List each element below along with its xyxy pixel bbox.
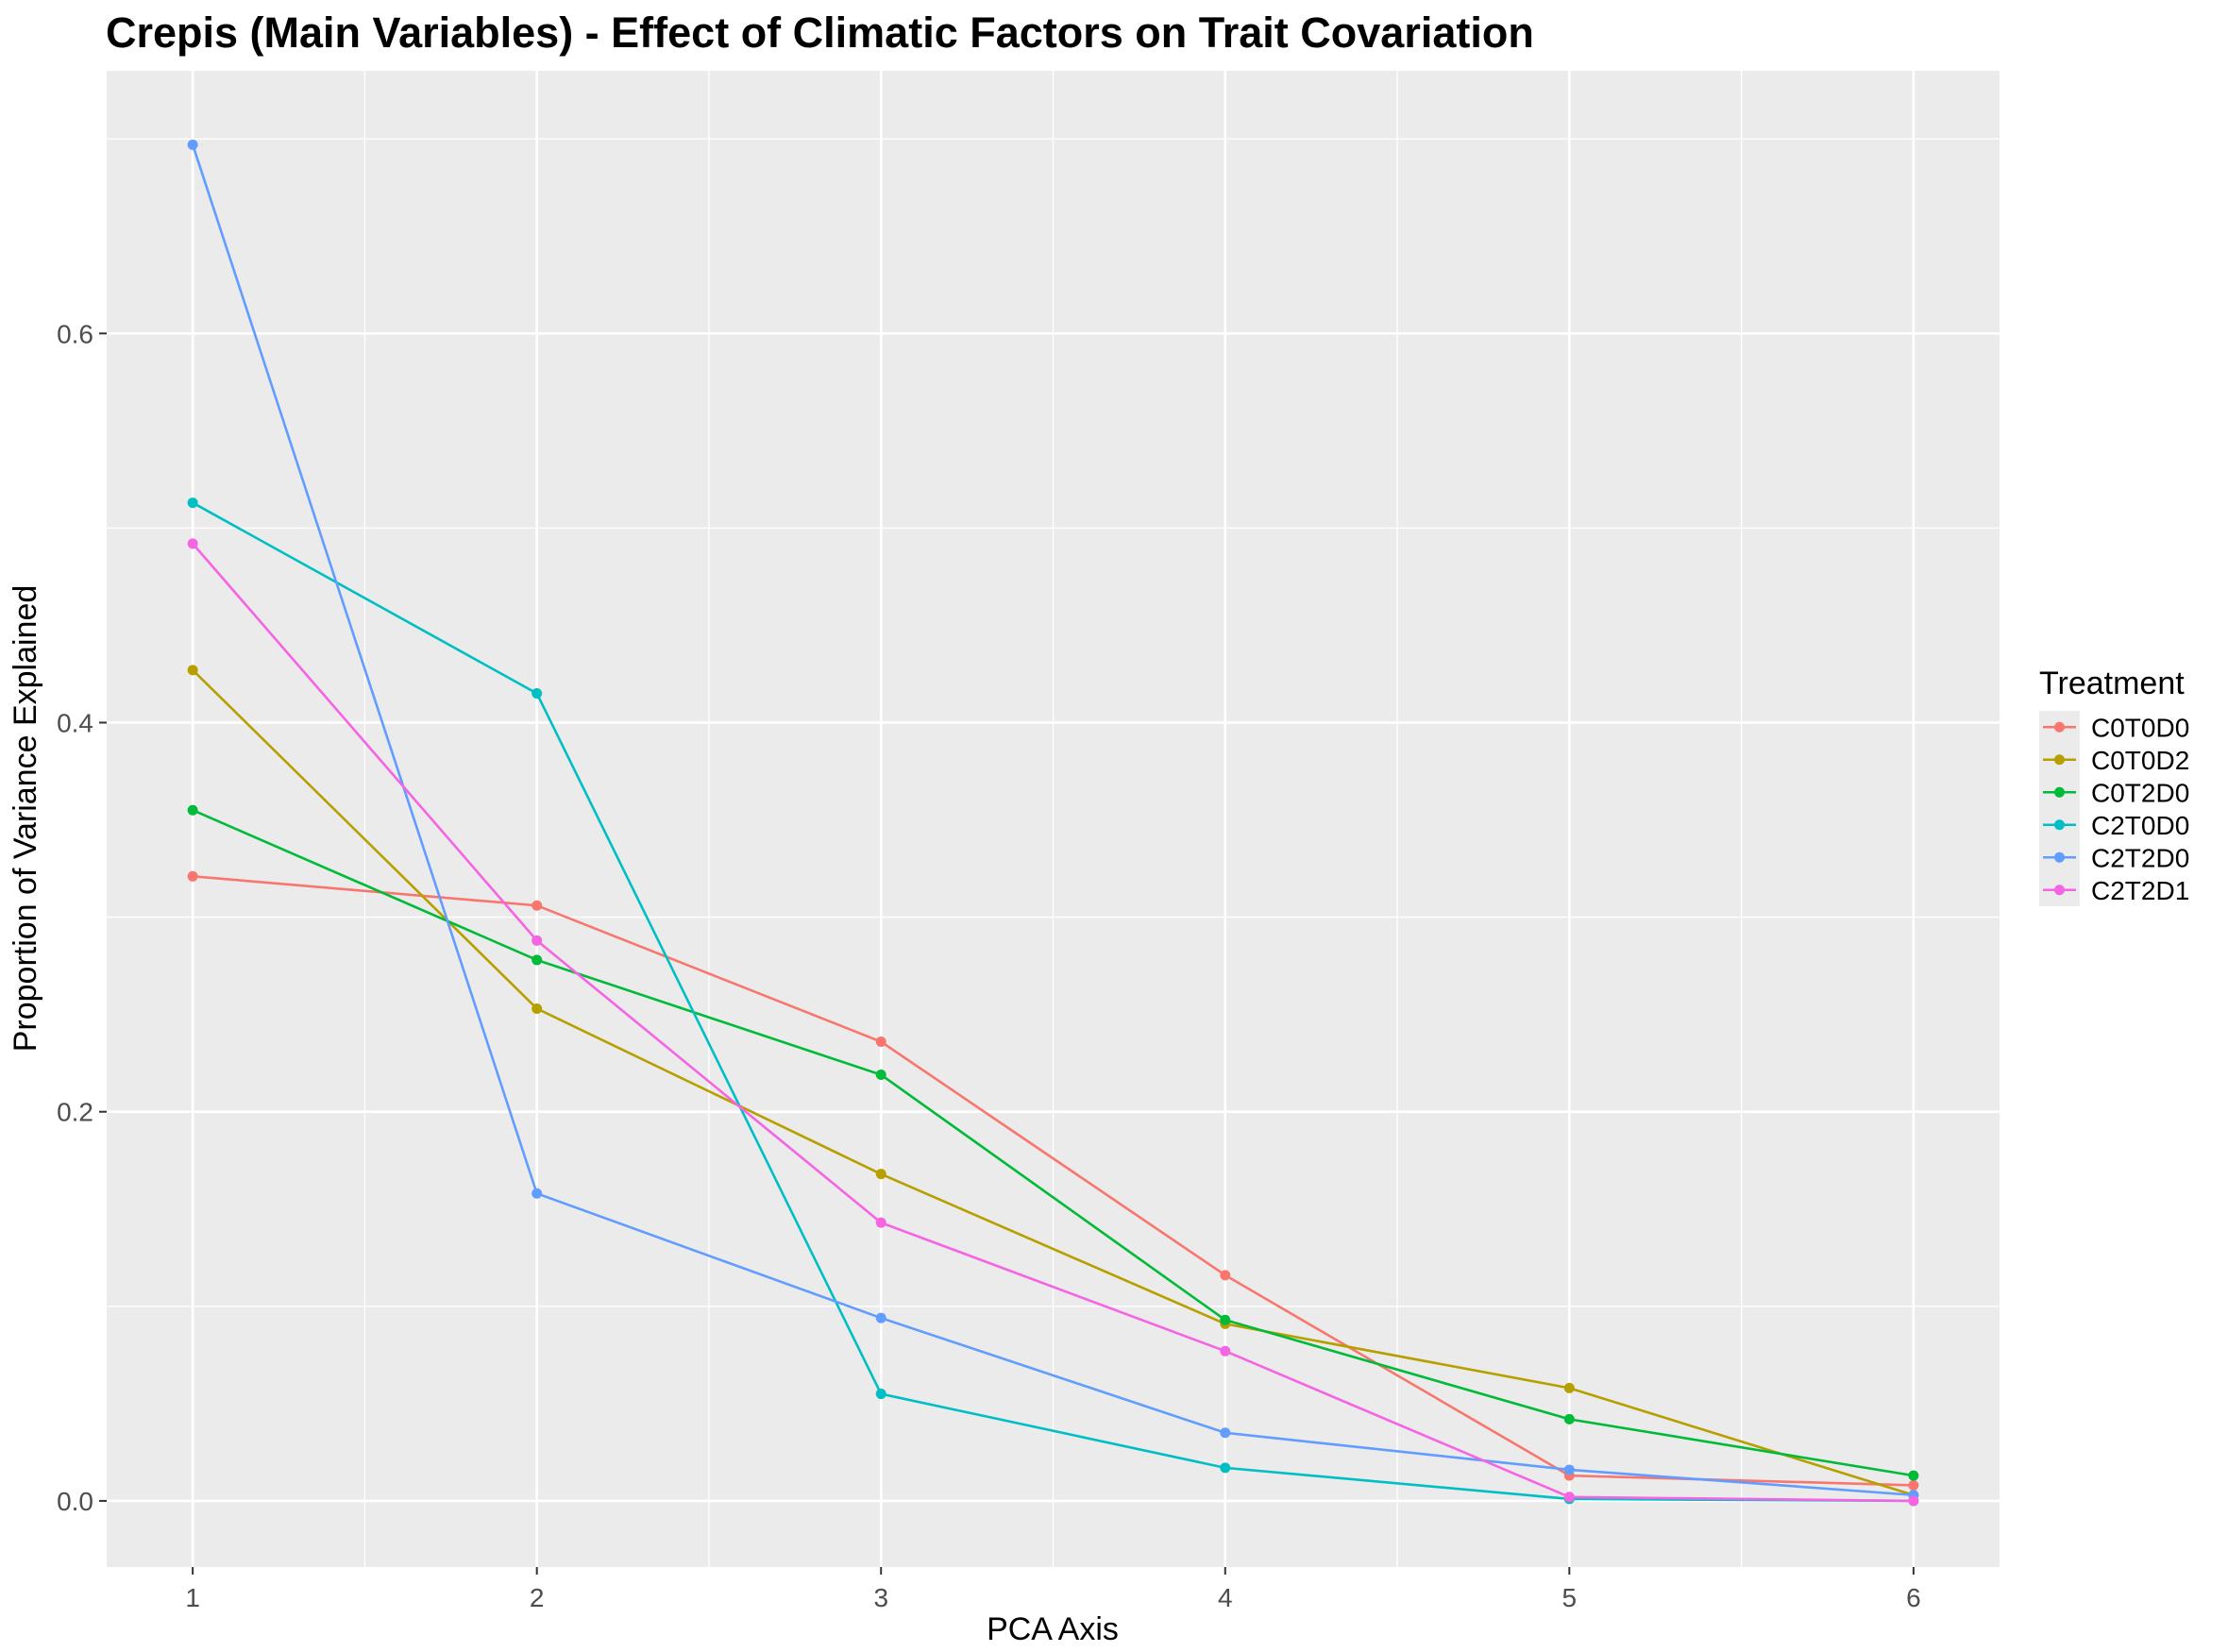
x-tick-label: 6 xyxy=(1906,1583,1921,1612)
legend-item-C0T2D0: C0T2D0 xyxy=(2039,776,2189,809)
data-point xyxy=(187,870,198,882)
legend-label: C2T2D0 xyxy=(2091,843,2189,872)
legend-item-C2T0D0: C2T0D0 xyxy=(2039,808,2189,841)
legend-item-C2T2D1: C2T2D1 xyxy=(2039,873,2189,906)
legend-label: C0T0D0 xyxy=(2091,713,2189,742)
series-line xyxy=(192,543,1914,1503)
data-point xyxy=(532,1003,543,1014)
x-tick-label: 5 xyxy=(1562,1583,1578,1612)
x-axis-ticks: 1 2 3 4 5 6 xyxy=(185,1567,1921,1612)
series-line xyxy=(192,809,1915,1477)
legend: Treatment C0T0D0 C0T0D2 C0T2D0 C2T0D0 C2T2D0… xyxy=(2039,666,2189,906)
legend-item-C0T0D0: C0T0D0 xyxy=(2039,711,2189,744)
data-point xyxy=(875,1312,886,1323)
data-point xyxy=(532,688,543,700)
series-C2T2D1 xyxy=(187,538,1919,1507)
chart-title: Crepis (Main Variables) - Effect of Clim… xyxy=(106,8,1534,57)
data-point xyxy=(1908,1495,1919,1507)
data-point xyxy=(1563,1464,1575,1475)
minor-gridlines xyxy=(107,71,2000,1567)
x-tick-label: 1 xyxy=(185,1583,200,1612)
data-point xyxy=(1563,1382,1575,1393)
x-axis-title: PCA Axis xyxy=(987,1611,1119,1647)
major-gridlines xyxy=(107,71,2000,1567)
data-point xyxy=(1220,1462,1231,1474)
legend-key-point xyxy=(2054,754,2065,766)
legend-item-C2T2D0: C2T2D0 xyxy=(2039,841,2189,874)
series-line xyxy=(193,875,1914,1487)
data-point xyxy=(1220,1314,1231,1325)
y-tick-label: 0.0 xyxy=(57,1487,93,1516)
data-point xyxy=(1563,1492,1575,1503)
data-point xyxy=(532,1188,543,1199)
data-point xyxy=(1908,1470,1919,1481)
x-tick-label: 4 xyxy=(1218,1583,1233,1612)
data-point xyxy=(1220,1345,1231,1357)
legend-item-C0T0D2: C0T0D2 xyxy=(2039,743,2189,776)
legend-key-point xyxy=(2054,885,2065,896)
y-axis-title: Proportion of Variance Explained xyxy=(8,585,43,1053)
x-tick-label: 3 xyxy=(873,1583,888,1612)
legend-label: C0T0D2 xyxy=(2091,746,2189,775)
legend-key-point xyxy=(2054,819,2065,831)
legend-key-point xyxy=(2054,851,2065,863)
data-point xyxy=(532,954,543,966)
y-tick-label: 0.2 xyxy=(57,1098,93,1127)
data-point xyxy=(875,1169,886,1180)
series-line xyxy=(192,501,1914,1503)
y-axis-ticks: 0.0 0.2 0.4 0.6 xyxy=(57,319,107,1516)
data-point xyxy=(875,1036,886,1047)
data-point xyxy=(875,1389,886,1400)
data-point xyxy=(187,538,198,549)
series-layer xyxy=(187,139,1919,1507)
data-point xyxy=(875,1070,886,1081)
series-line xyxy=(191,143,1914,1497)
series-line xyxy=(192,668,1915,1496)
legend-label: C2T2D1 xyxy=(2091,876,2189,905)
data-point xyxy=(1220,1427,1231,1439)
x-tick-label: 2 xyxy=(530,1583,545,1612)
legend-key-point xyxy=(2054,721,2065,733)
data-point xyxy=(187,804,198,816)
series-C0T2D0 xyxy=(187,804,1919,1481)
legend-title: Treatment xyxy=(2039,666,2185,701)
y-tick-label: 0.6 xyxy=(57,319,93,348)
legend-label: C2T0D0 xyxy=(2091,811,2189,840)
legend-key-point xyxy=(2054,786,2065,798)
legend-label: C0T2D0 xyxy=(2091,778,2189,807)
data-point xyxy=(187,139,198,150)
data-point xyxy=(187,497,198,509)
data-point xyxy=(875,1217,886,1228)
data-point xyxy=(1563,1413,1575,1424)
y-tick-label: 0.4 xyxy=(57,708,93,737)
data-point xyxy=(1220,1270,1231,1281)
legend-items: C0T0D0 C0T0D2 C0T2D0 C2T0D0 C2T2D0 C2T2D1 xyxy=(2039,711,2189,906)
data-point xyxy=(532,935,543,946)
data-point xyxy=(187,665,198,676)
data-point xyxy=(1908,1479,1919,1491)
data-point xyxy=(532,900,543,911)
